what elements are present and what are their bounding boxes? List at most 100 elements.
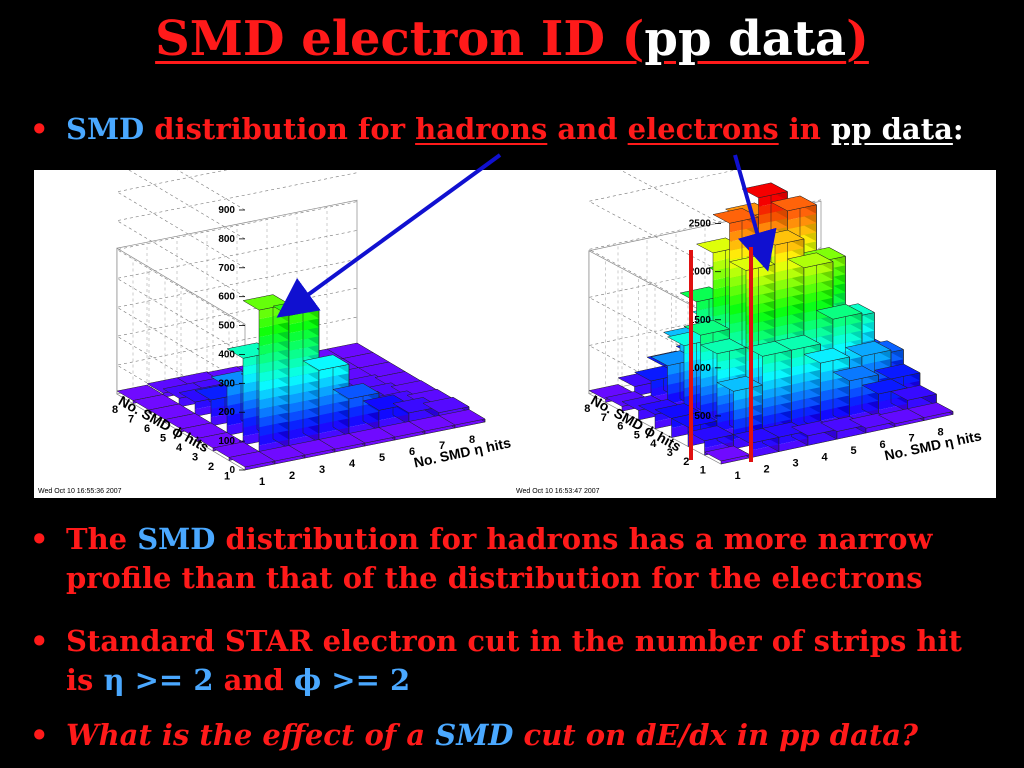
- bullet-dot: •: [30, 718, 49, 752]
- lego-bar: [438, 409, 486, 429]
- bar-top: [906, 402, 954, 418]
- hadrons-word: hadrons: [415, 112, 548, 146]
- lego-bar: [332, 382, 380, 437]
- text: distribution for hadrons has a more narr…: [215, 522, 933, 556]
- text: What is the effect of a: [66, 718, 436, 752]
- z-tick-label: 700: [218, 263, 235, 274]
- lego-bar: [408, 415, 456, 435]
- x-axis-title: No. SMD η hits: [412, 434, 512, 470]
- text: is: [66, 663, 104, 698]
- y-tick-label: 8: [584, 403, 590, 415]
- smd-word: SMD: [66, 112, 145, 146]
- bar-top: [699, 338, 747, 354]
- x-tick-label: 6: [409, 446, 415, 458]
- y-tick-label: 1: [224, 470, 230, 482]
- z-tick-label: 2000: [689, 267, 712, 278]
- lego-bar: [288, 439, 336, 459]
- bar-front-band: [895, 417, 924, 427]
- z-tick-label: 500: [218, 321, 235, 332]
- smd-word: SMD: [435, 718, 514, 752]
- bar-top: [774, 334, 822, 351]
- colon: :: [952, 112, 964, 146]
- bar-front-band: [395, 431, 425, 440]
- y-tick-label: 4: [176, 442, 183, 454]
- bar-front-band: [866, 422, 895, 433]
- z-tick-label: 600: [218, 292, 235, 303]
- page-title: SMD electron ID (pp data): [0, 11, 1024, 67]
- bar-top: [803, 347, 851, 364]
- z-tick-label: 900: [218, 205, 235, 216]
- x-tick-label: 2: [763, 464, 769, 476]
- grid-line: [116, 172, 358, 297]
- bar-front-band: [245, 461, 275, 470]
- bar-top: [670, 411, 718, 428]
- bar-front-band: [335, 443, 365, 452]
- bar-top: [332, 383, 380, 400]
- y-tick-label: 2: [208, 461, 214, 473]
- y-tick-label: 4: [650, 438, 657, 450]
- pp-data-word: pp data: [830, 112, 953, 146]
- z-tick-label: 500: [694, 411, 711, 422]
- y-tick-label: 2: [683, 456, 689, 468]
- y-tick-label: 3: [192, 451, 198, 463]
- eta-cut: η >= 2: [103, 663, 214, 698]
- bar-front-band: [455, 419, 485, 428]
- bar-top: [703, 445, 751, 462]
- x-tick-label: 4: [349, 458, 356, 470]
- z-tick-label: 400: [218, 349, 235, 360]
- y-tick-label: 6: [617, 421, 623, 433]
- text: and: [547, 112, 628, 146]
- x-tick-label: 5: [850, 445, 856, 457]
- bar-top: [687, 425, 735, 442]
- y-tick-label: 7: [128, 413, 134, 425]
- x-tick-label: 7: [439, 440, 445, 452]
- bar-top: [786, 252, 834, 269]
- x-tick-label: 7: [908, 433, 914, 445]
- bar-top: [844, 341, 892, 357]
- grid-line: [128, 170, 246, 240]
- grid-line: [116, 170, 246, 269]
- bar-front-band: [305, 449, 335, 458]
- grid-line: [116, 230, 358, 355]
- title-text: SMD electron ID (: [155, 11, 645, 67]
- y-tick-label: 7: [601, 412, 607, 424]
- text: in: [778, 112, 831, 146]
- bar-top: [422, 396, 470, 413]
- bar-top: [302, 354, 350, 371]
- x-tick-label: 3: [792, 458, 798, 470]
- x-tick-label: 8: [937, 427, 943, 439]
- timestamp-right: Wed Oct 10 16:53:47 2007: [516, 488, 600, 495]
- bar-top: [832, 365, 880, 382]
- bar-front-band: [275, 455, 305, 464]
- grid-line: [588, 170, 737, 272]
- text: The: [66, 522, 138, 556]
- y-tick-label: 6: [144, 423, 150, 435]
- bar-front-band: [721, 454, 750, 464]
- bar-front-band: [425, 425, 455, 434]
- lego-bar: [877, 408, 925, 428]
- y-tick-label: 3: [667, 447, 673, 459]
- z-tick-label: 1000: [689, 363, 712, 374]
- lego-bar: [318, 433, 366, 453]
- bullet-dot: •: [30, 624, 49, 658]
- bar-top: [438, 409, 486, 426]
- y-tick-label: 5: [634, 429, 640, 441]
- bar-front-band: [924, 411, 953, 421]
- lego-bar: [732, 427, 780, 459]
- timestamp-left: Wed Oct 10 16:55:36 2007: [38, 488, 122, 495]
- lego-bar: [258, 445, 306, 465]
- text: profile than that of the distribution fo…: [66, 561, 923, 596]
- x-tick-label: 4: [821, 451, 828, 463]
- text: distribution for: [144, 112, 416, 146]
- y-tick-label: 1: [700, 465, 706, 477]
- bar-top: [770, 195, 818, 212]
- x-tick-label: 1: [734, 470, 740, 482]
- grid-line: [619, 170, 722, 224]
- z-tick-label: 0: [229, 465, 235, 476]
- x-tick-label: 8: [469, 434, 475, 446]
- y-tick-label: 8: [112, 404, 118, 416]
- bar-top: [815, 303, 863, 320]
- bar-top: [890, 385, 938, 401]
